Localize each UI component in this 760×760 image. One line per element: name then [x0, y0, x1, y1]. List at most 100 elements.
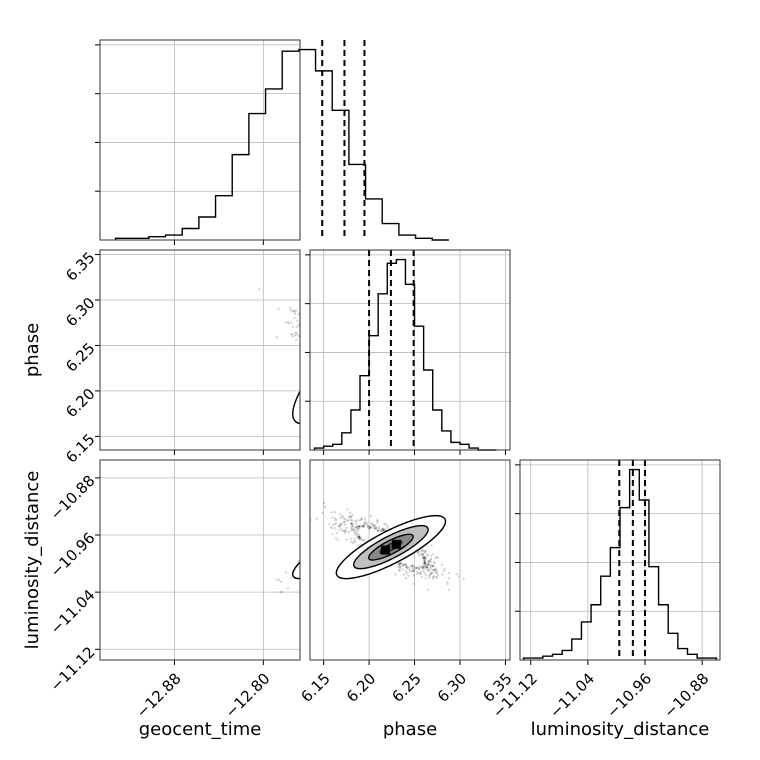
scatter-point	[398, 515, 400, 517]
scatter-point	[301, 564, 303, 566]
scatter-point	[316, 566, 318, 568]
scatter-point	[350, 540, 353, 543]
scatter-point	[390, 526, 392, 528]
scatter-point	[381, 412, 383, 414]
scatter-point	[359, 354, 361, 356]
scatter-point	[374, 520, 376, 522]
scatter-point	[376, 520, 380, 523]
scatter-point	[404, 515, 406, 517]
scatter-point	[300, 361, 302, 363]
scatter-point	[305, 329, 307, 331]
scatter-point	[423, 557, 426, 560]
scatter-point	[405, 566, 408, 569]
scatter-point	[327, 571, 329, 573]
scatter-point	[342, 341, 344, 343]
ticks-1-0: 6.15 6.20 6.25 6.30 6.35	[62, 248, 300, 467]
scatter-point	[305, 338, 307, 340]
scatter-point	[412, 569, 415, 573]
scatter-point	[359, 363, 361, 365]
scatter-point	[355, 519, 358, 522]
scatter-point	[373, 412, 375, 414]
scatter-point	[310, 369, 312, 371]
scatter-point	[329, 332, 331, 334]
density-peak-0	[335, 370, 344, 379]
scatter-point	[432, 568, 436, 571]
scatter-point	[377, 382, 379, 384]
scatter-point	[372, 363, 374, 365]
scatter-point	[402, 428, 404, 430]
scatter-point	[366, 403, 368, 405]
scatter-point	[371, 523, 375, 526]
scatter-point	[305, 354, 307, 356]
scatter-point	[333, 516, 336, 519]
scatter-point	[328, 544, 330, 546]
scatter-point	[425, 565, 428, 568]
contour-level-3	[331, 355, 358, 383]
scatter-point	[334, 518, 337, 521]
scatter-point	[350, 395, 352, 397]
scatter-point	[330, 516, 333, 520]
scatter-point	[424, 551, 427, 554]
scatter-point	[326, 567, 328, 569]
scatter-point	[415, 567, 418, 570]
scatter-point	[351, 522, 354, 525]
scatter-point	[344, 518, 347, 521]
scatter-point	[321, 335, 323, 337]
scatter-point	[420, 549, 423, 553]
scatter-point	[381, 386, 383, 388]
scatter-point	[304, 575, 306, 577]
scatter-point	[430, 571, 433, 574]
scatter-point	[391, 417, 393, 419]
scatter-point	[378, 402, 380, 404]
scatter-point	[316, 548, 318, 550]
scatter-point	[328, 338, 330, 340]
scatter-point	[350, 529, 353, 532]
scatter-point	[379, 532, 381, 534]
scatter-point	[307, 567, 309, 569]
scatter-point	[431, 565, 434, 568]
scatter-point	[386, 524, 389, 527]
scatter-point	[375, 513, 377, 515]
scatter-point	[427, 563, 430, 566]
scatter-point	[358, 535, 361, 538]
scatter-point	[318, 328, 320, 330]
scatter-point	[290, 333, 294, 336]
scatter-point	[312, 342, 314, 344]
scatter-point	[325, 546, 327, 548]
scatter-point	[324, 368, 326, 370]
scatter-point	[424, 556, 427, 559]
scatter-point	[306, 562, 308, 564]
scatter-point	[319, 542, 321, 544]
scatter-point	[370, 521, 373, 524]
scatter-point	[311, 566, 313, 568]
scatter-point	[407, 425, 409, 427]
scatter-point	[333, 541, 335, 543]
scatter-point	[371, 373, 373, 375]
scatter-point	[374, 526, 377, 529]
scatter-point	[383, 523, 386, 526]
scatter-point	[339, 558, 341, 560]
scatter-point	[423, 555, 426, 558]
scatter-point	[301, 569, 303, 571]
scatter-point	[391, 518, 393, 520]
scatter-point	[306, 569, 308, 571]
scatter-point	[363, 354, 365, 356]
scatter-point	[393, 516, 395, 518]
scatter-point	[306, 335, 308, 337]
scatter-point	[314, 332, 316, 334]
scatter-point	[303, 565, 305, 567]
scatter-point	[311, 342, 313, 344]
scatter-point	[362, 524, 366, 528]
scatter-point	[390, 516, 392, 518]
scatter-point	[462, 577, 465, 581]
scatter-point	[402, 564, 405, 567]
scatter-point	[382, 516, 384, 518]
scatter-point	[398, 569, 401, 572]
scatter-point	[303, 564, 305, 566]
scatter-point	[443, 567, 446, 571]
scatter-point	[333, 541, 335, 543]
scatter-point	[357, 525, 361, 528]
tick-label-x: 6.15	[298, 670, 334, 706]
scatter-point	[314, 357, 316, 359]
